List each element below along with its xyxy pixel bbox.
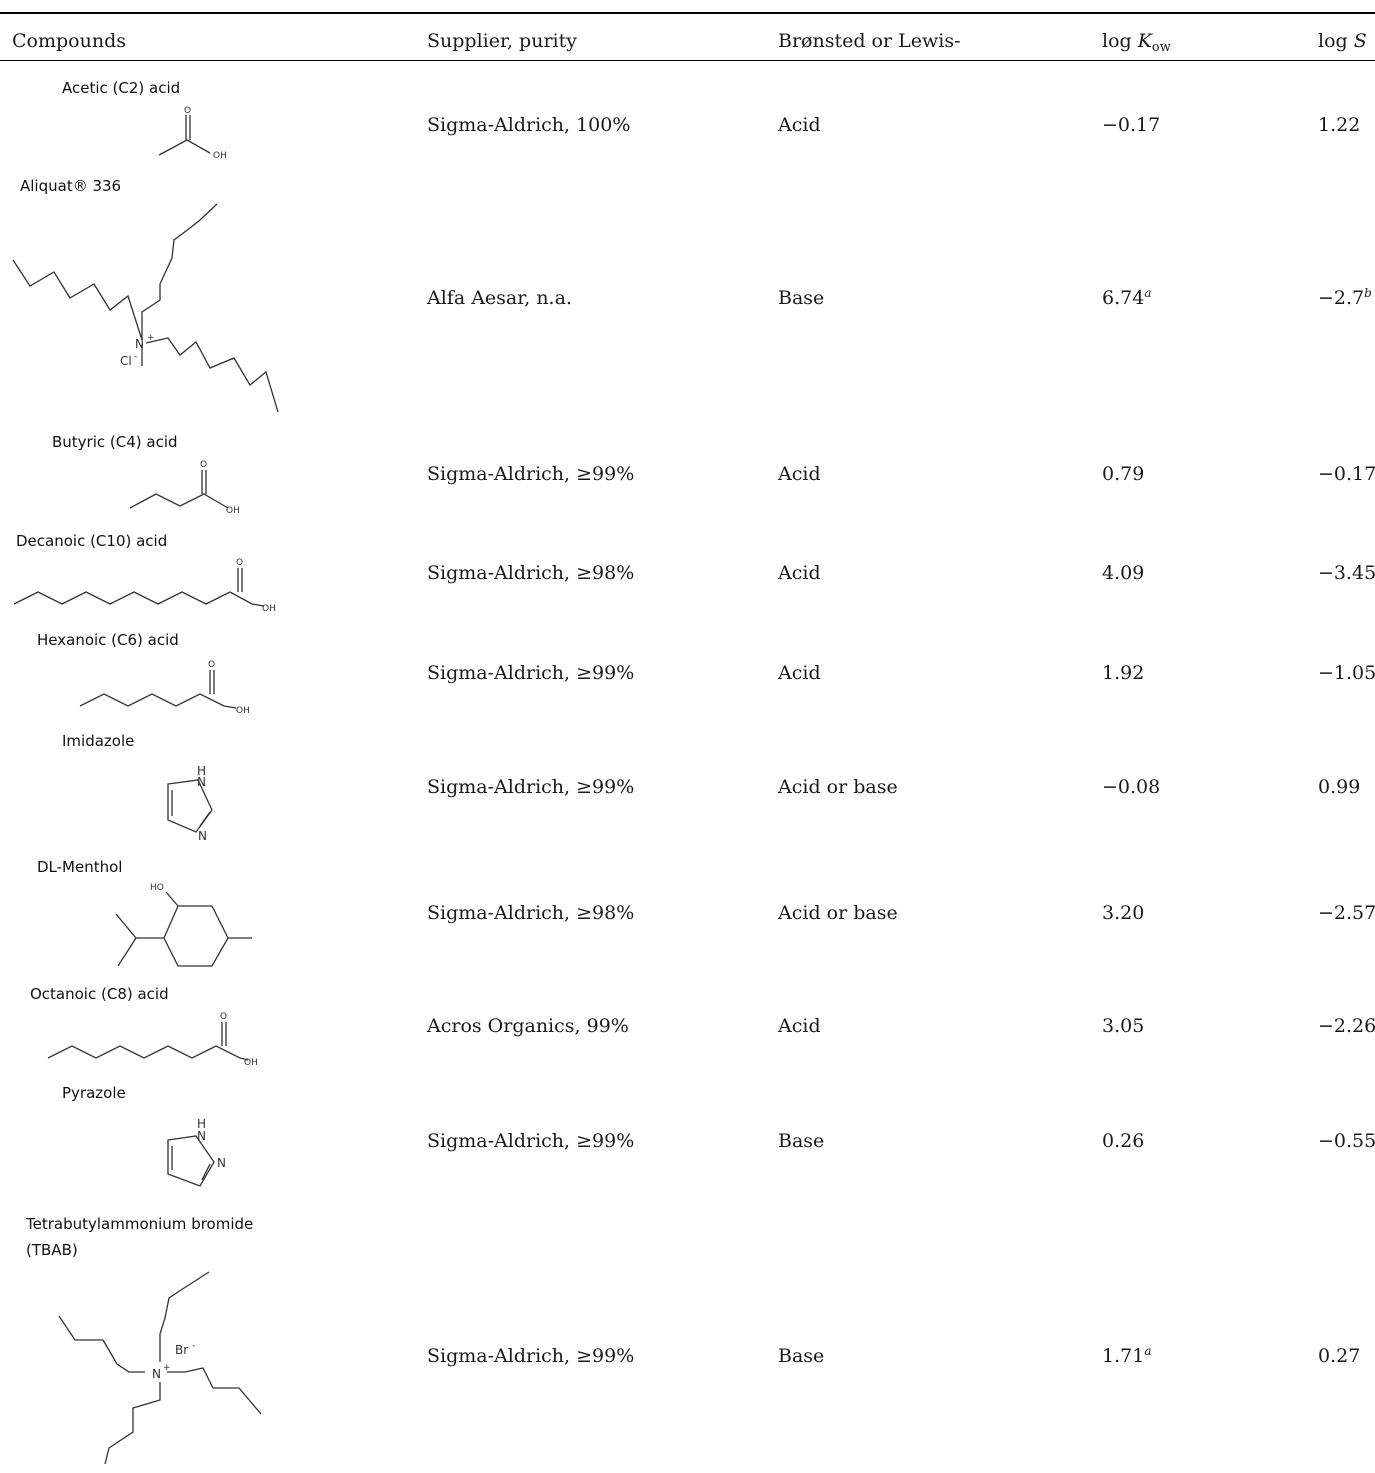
log-s-cell: 0.99 [1318, 776, 1361, 798]
hexanoic-acid-structure-icon: O OH [78, 658, 258, 716]
svg-text:N: N [197, 1129, 206, 1143]
log-s-cell: 0.27 [1318, 1345, 1361, 1367]
compound-name: Pyrazole [62, 1084, 126, 1102]
compound-name: Decanoic (C10) acid [16, 532, 168, 550]
header-type: Brønsted or Lewis- [778, 30, 961, 52]
compound-name-line2: (TBAB) [26, 1241, 78, 1259]
compound-name: Tetrabutylammonium bromide [26, 1215, 254, 1233]
type-cell: Base [778, 1345, 825, 1367]
supplier-cell: Alfa Aesar, n.a. [427, 287, 572, 309]
log-kow-cell: 1.92 [1102, 662, 1145, 684]
imidazole-structure-icon: H N N [160, 760, 220, 843]
svg-text:Br: Br [175, 1343, 188, 1357]
svg-text:HO: HO [150, 883, 164, 893]
log-s-cell: −1.05 [1318, 662, 1375, 684]
top-rule [0, 12, 1375, 14]
header-compounds: Compounds [12, 30, 126, 52]
svg-text:N: N [152, 1367, 161, 1381]
supplier-cell: Sigma-Aldrich, ≥98% [427, 562, 635, 584]
log-kow-cell: 1.71a [1102, 1344, 1152, 1367]
log-kow-cell: 0.26 [1102, 1130, 1145, 1152]
supplier-cell: Sigma-Aldrich, ≥99% [427, 776, 635, 798]
type-cell: Base [778, 1130, 825, 1152]
svg-text:O: O [184, 106, 191, 116]
compound-name: Butyric (C4) acid [52, 433, 178, 451]
tbab-structure-icon: N + Br - [55, 1268, 270, 1473]
supplier-cell: Sigma-Aldrich, ≥99% [427, 463, 635, 485]
aliquat-structure-icon: N + Cl - [10, 200, 285, 418]
log-kow-cell: 0.79 [1102, 463, 1145, 485]
compound-name: Acetic (C2) acid [62, 79, 181, 97]
log-s-cell: −2.26 [1318, 1015, 1375, 1037]
svg-text:OH: OH [244, 1058, 258, 1068]
menthol-structure-icon: HO [110, 880, 255, 970]
compound-name: Hexanoic (C6) acid [37, 631, 179, 649]
log-kow-cell: 4.09 [1102, 562, 1145, 584]
svg-text:N: N [198, 829, 207, 843]
svg-text:O: O [200, 460, 207, 470]
supplier-cell: Sigma-Aldrich, ≥98% [427, 902, 635, 924]
butyric-acid-structure-icon: O OH [128, 460, 243, 516]
header-log-kow: log Kow [1102, 30, 1171, 55]
svg-text:N: N [217, 1156, 226, 1170]
supplier-cell: Sigma-Aldrich, ≥99% [427, 1345, 635, 1367]
svg-text:N: N [135, 337, 144, 351]
type-cell: Acid or base [778, 902, 898, 924]
log-s-cell: −0.55 [1318, 1130, 1375, 1152]
header-rule [0, 60, 1375, 61]
type-cell: Acid [778, 114, 821, 136]
header-log-s: log S [1318, 30, 1367, 52]
compound-name: DL-Menthol [37, 858, 123, 876]
supplier-cell: Sigma-Aldrich, 100% [427, 114, 631, 136]
type-cell: Acid [778, 662, 821, 684]
log-kow-cell: 6.74a [1102, 286, 1152, 309]
svg-text:N: N [197, 775, 206, 789]
log-s-cell: −0.17 [1318, 463, 1375, 485]
svg-text:H: H [197, 1117, 206, 1131]
compound-name: Aliquat® 336 [20, 177, 122, 195]
type-cell: Base [778, 287, 825, 309]
log-kow-cell: 3.20 [1102, 902, 1145, 924]
header-supplier: Supplier, purity [427, 30, 577, 52]
type-cell: Acid [778, 562, 821, 584]
supplier-cell: Sigma-Aldrich, ≥99% [427, 1130, 635, 1152]
log-s-cell: 1.22 [1318, 114, 1361, 136]
decanoic-acid-structure-icon: O OH [12, 558, 282, 614]
svg-text:-: - [192, 1341, 195, 1351]
svg-text:-: - [134, 352, 137, 362]
svg-text:O: O [220, 1012, 227, 1022]
compound-name: Imidazole [62, 732, 135, 750]
pyrazole-structure-icon: H N N [160, 1112, 230, 1194]
svg-text:O: O [236, 558, 243, 568]
log-kow-cell: 3.05 [1102, 1015, 1145, 1037]
svg-text:OH: OH [262, 604, 276, 614]
log-s-cell: −2.57 [1318, 902, 1375, 924]
octanoic-acid-structure-icon: O OH [46, 1010, 266, 1068]
svg-text:OH: OH [226, 506, 240, 516]
log-s-cell: −3.45 [1318, 562, 1375, 584]
supplier-cell: Acros Organics, 99% [427, 1015, 629, 1037]
log-s-cell: −2.7b [1318, 286, 1372, 309]
type-cell: Acid or base [778, 776, 898, 798]
log-kow-cell: −0.08 [1102, 776, 1161, 798]
type-cell: Acid [778, 1015, 821, 1037]
svg-text:Cl: Cl [120, 354, 132, 368]
svg-text:H: H [197, 764, 206, 778]
svg-text:O: O [208, 660, 215, 670]
svg-text:OH: OH [213, 151, 227, 161]
svg-text:+: + [147, 333, 155, 343]
compound-name: Octanoic (C8) acid [30, 985, 169, 1003]
type-cell: Acid [778, 463, 821, 485]
svg-text:+: + [163, 1363, 171, 1373]
log-kow-cell: −0.17 [1102, 114, 1161, 136]
acetic-acid-structure-icon: O OH [155, 100, 245, 162]
svg-text:OH: OH [236, 706, 250, 716]
supplier-cell: Sigma-Aldrich, ≥99% [427, 662, 635, 684]
